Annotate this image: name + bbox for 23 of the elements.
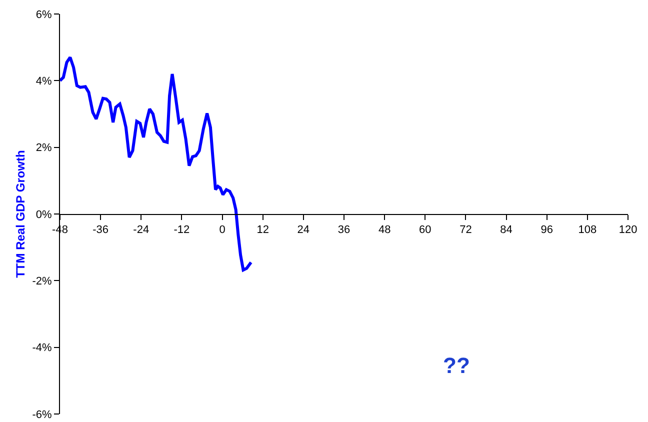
x-tick-label: 96 <box>540 224 553 236</box>
y-tick-label: 6% <box>36 8 52 21</box>
x-tick-label: -36 <box>92 224 109 236</box>
y-tick-label: -2% <box>32 276 52 288</box>
x-tick-label: 72 <box>460 224 472 236</box>
x-tick-label: 60 <box>419 224 432 236</box>
y-tick-label: 0% <box>36 208 52 221</box>
x-tick-label: 36 <box>338 224 350 236</box>
x-tick-label: -24 <box>133 224 150 236</box>
x-tick-label: 48 <box>378 224 391 236</box>
annotation: ?? <box>443 353 470 378</box>
x-tick-label: 0 <box>219 224 226 236</box>
x-tick-label: 24 <box>297 224 310 236</box>
y-tick-label: -4% <box>32 342 52 354</box>
y-tick-label: 4% <box>36 76 52 88</box>
x-tick-label: 84 <box>500 224 512 236</box>
y-tick-label: 2% <box>36 142 52 154</box>
x-tick-label: -12 <box>174 224 190 236</box>
x-tick-label: 120 <box>618 224 638 236</box>
x-tick-label: 108 <box>578 224 597 236</box>
x-tick-label: 12 <box>256 224 269 236</box>
y-tick-label: -6% <box>32 408 52 421</box>
y-axis-title: TTM Real GDP Growth <box>14 150 28 278</box>
